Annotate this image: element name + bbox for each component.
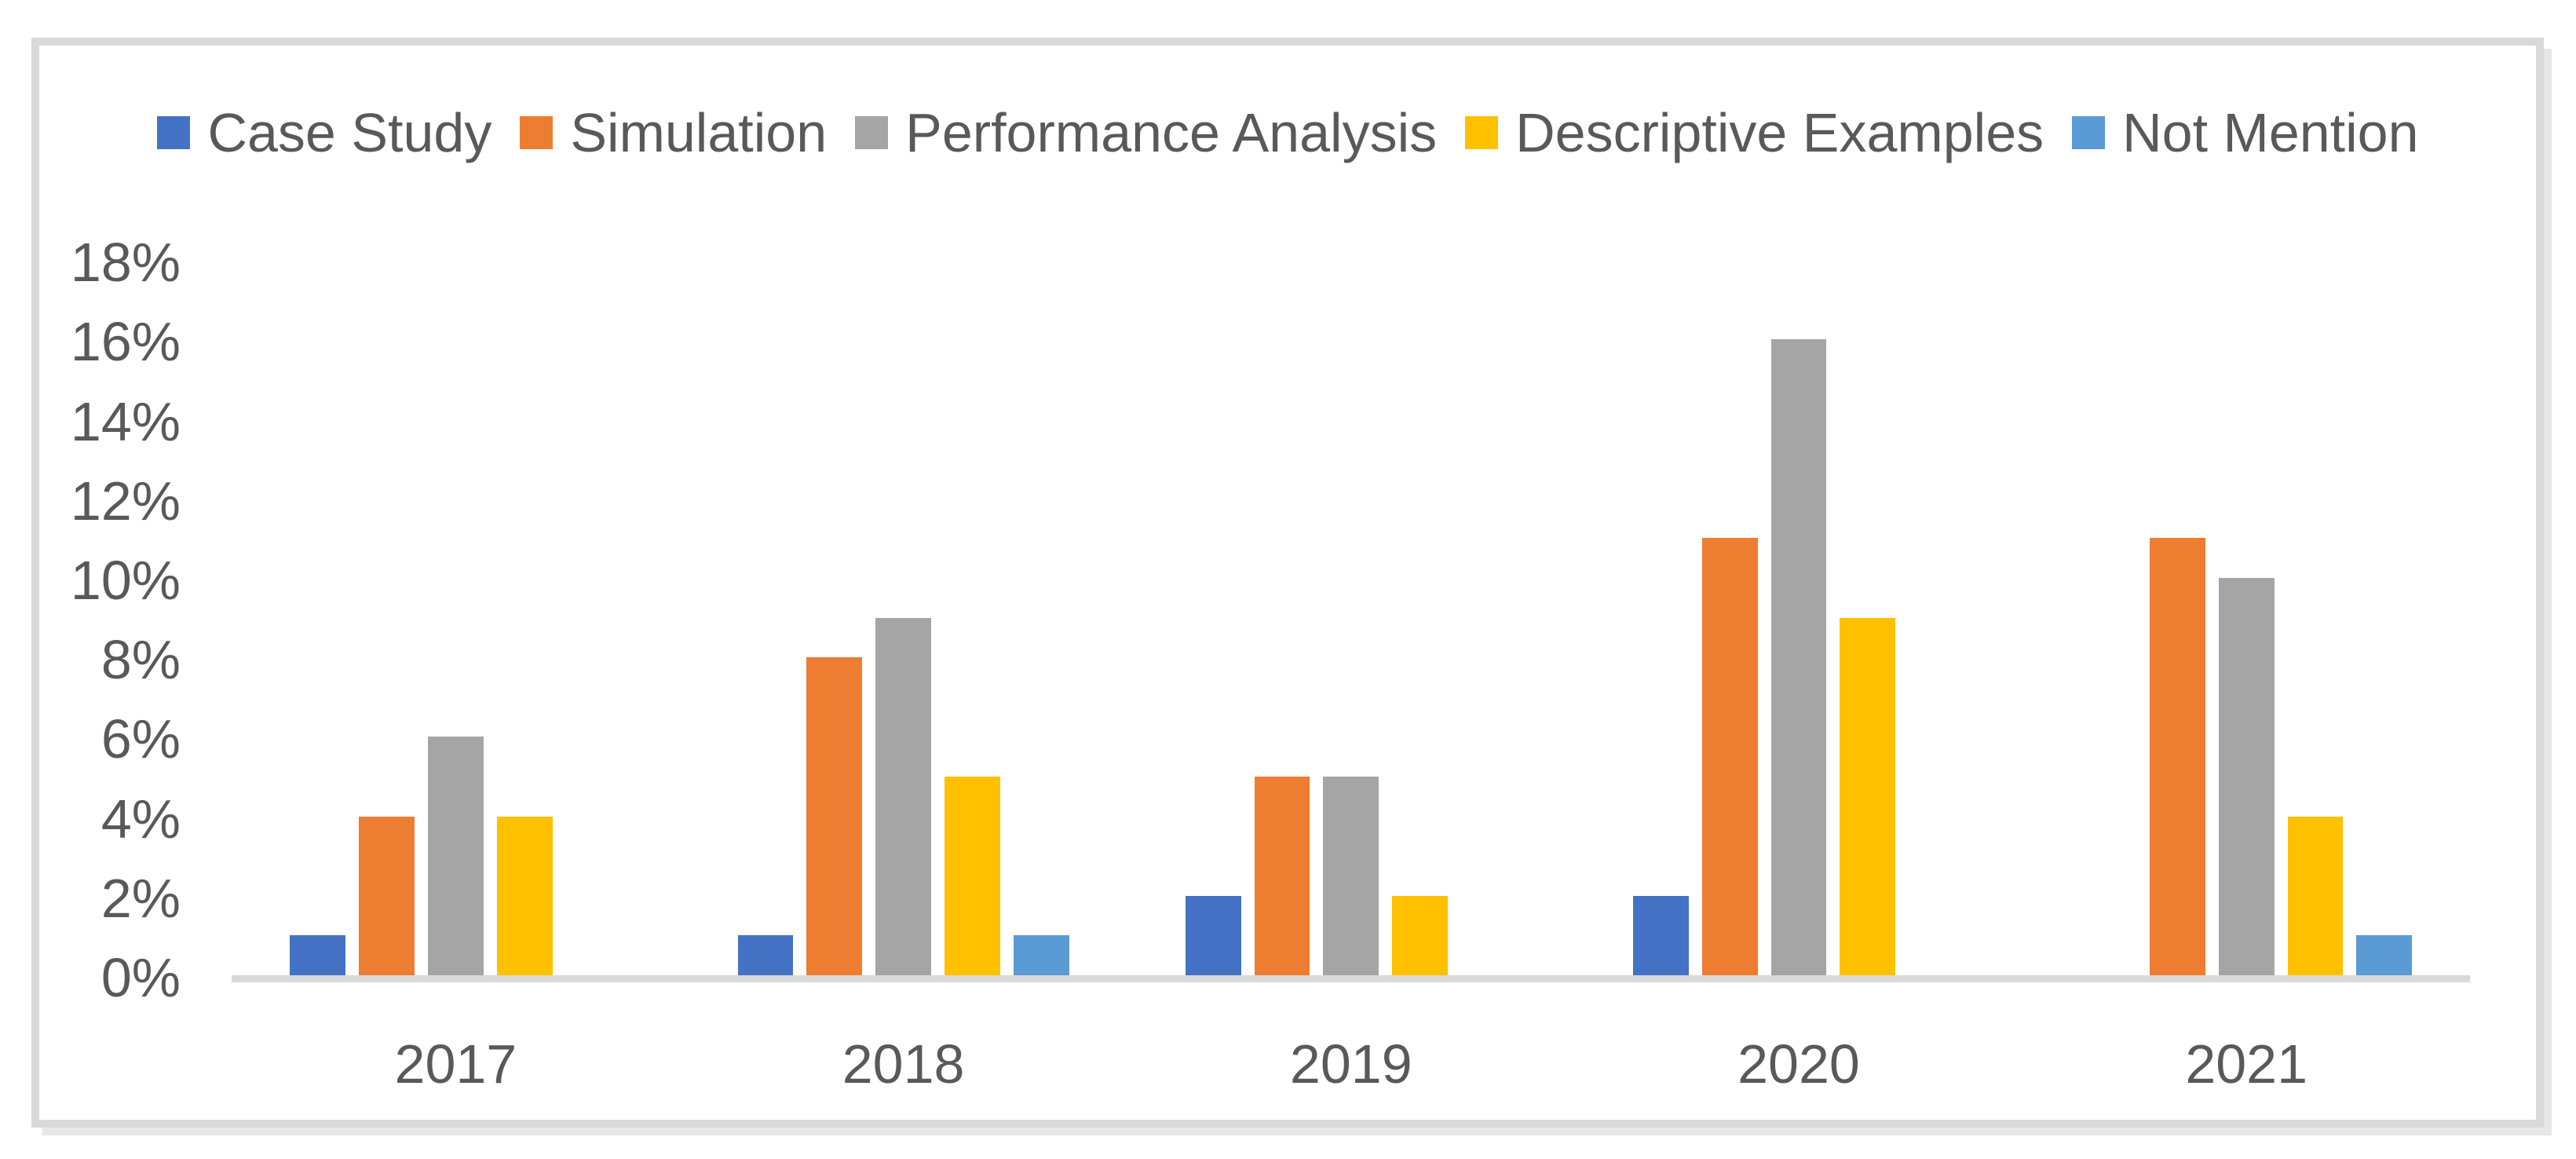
bar-not-mention-2021: [2356, 935, 2413, 975]
y-tick-label: 2%: [100, 867, 181, 929]
legend-label: Simulation: [570, 102, 828, 163]
chart-legend: Case Study Simulation Performance Analysis…: [47, 105, 2529, 160]
bar-case-study-2019: [1185, 895, 1241, 975]
legend-swatch-icon: [2072, 116, 2106, 149]
y-tick-label: 4%: [100, 788, 181, 850]
x-category-label: 2021: [2185, 1033, 2308, 1095]
bar-case-study-2020: [1633, 895, 1689, 975]
x-category-label: 2019: [1289, 1033, 1412, 1095]
legend-label: Descriptive Examples: [1515, 102, 2044, 163]
bar-simulation-2019: [1254, 777, 1310, 975]
y-tick-label: 6%: [100, 708, 181, 770]
bar-case-study-2017: [290, 935, 346, 975]
legend-swatch-icon: [520, 116, 554, 149]
bar-descriptive-examples-2021: [2287, 816, 2344, 975]
bar-descriptive-examples-2019: [1392, 895, 1448, 975]
legend-swatch-icon: [157, 116, 191, 149]
bar-simulation-2021: [2150, 538, 2205, 975]
legend-label: Not Mention: [2122, 102, 2419, 163]
y-tick-label: 0%: [100, 947, 181, 1008]
x-category-label: 2018: [842, 1033, 965, 1095]
y-tick-label: 14%: [70, 390, 181, 452]
bar-performance-analysis-2019: [1323, 777, 1379, 975]
x-axis-baseline: [232, 975, 2470, 982]
bar-descriptive-examples-2020: [1840, 617, 1896, 975]
x-category-label: 2017: [394, 1033, 517, 1095]
legend-label: Performance Analysis: [905, 102, 1438, 163]
y-tick-label: 18%: [70, 232, 181, 294]
bar-simulation-2018: [806, 657, 863, 975]
y-tick-label: 10%: [70, 550, 181, 611]
legend-item-case-study: Case Study: [157, 105, 491, 160]
legend-label: Case Study: [207, 102, 492, 163]
bar-performance-analysis-2020: [1770, 339, 1827, 975]
x-category-label: 2020: [1737, 1033, 1860, 1095]
bar-descriptive-examples-2017: [496, 816, 553, 975]
legend-item-performance-analysis: Performance Analysis: [855, 105, 1437, 160]
legend-item-descriptive-examples: Descriptive Examples: [1465, 105, 2044, 160]
bar-descriptive-examples-2018: [945, 777, 1000, 975]
bar-simulation-2020: [1701, 538, 1758, 975]
bar-case-study-2018: [737, 935, 794, 975]
bar-performance-analysis-2018: [875, 617, 931, 975]
bar-not-mention-2018: [1013, 935, 1069, 975]
legend-item-simulation: Simulation: [520, 105, 827, 160]
legend-item-not-mention: Not Mention: [2072, 102, 2419, 163]
bar-performance-analysis-2017: [428, 737, 484, 975]
legend-swatch-icon: [855, 116, 889, 149]
bar-performance-analysis-2021: [2218, 578, 2275, 975]
bar-simulation-2017: [359, 816, 415, 975]
y-tick-label: 16%: [70, 311, 181, 373]
y-tick-label: 8%: [100, 629, 181, 691]
legend-swatch-icon: [1465, 116, 1499, 149]
y-tick-label: 12%: [70, 470, 181, 532]
